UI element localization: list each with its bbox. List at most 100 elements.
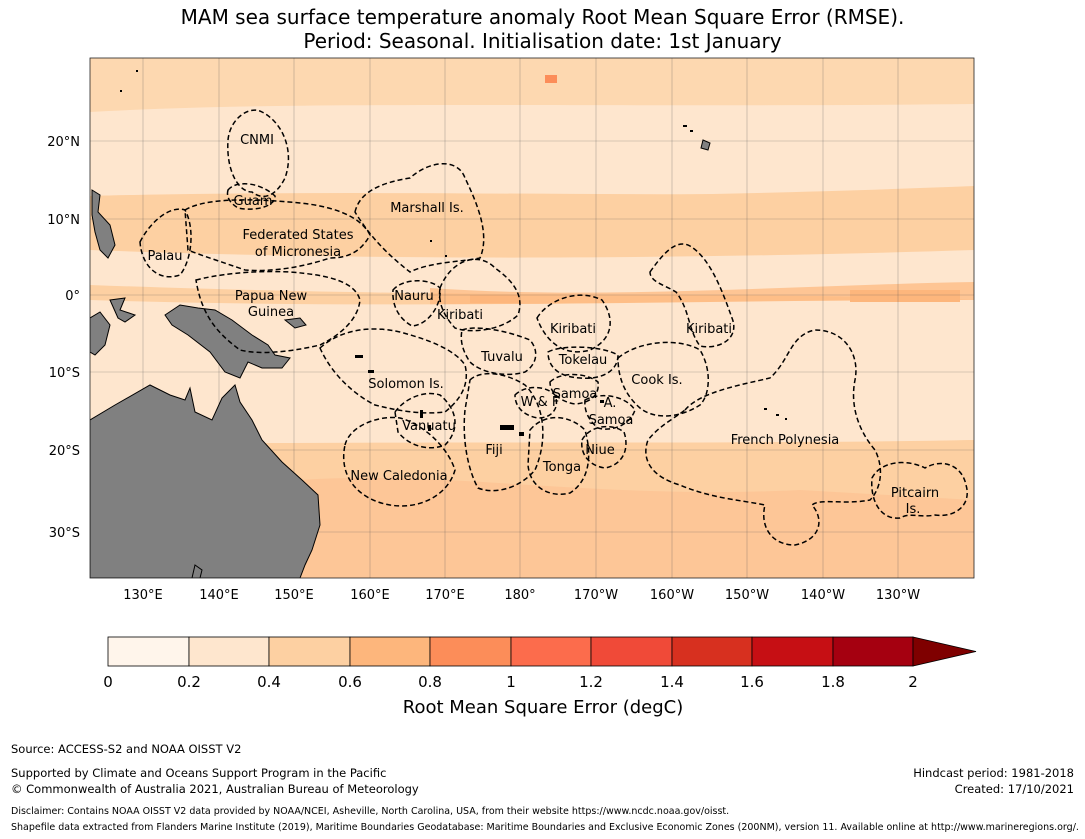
- region-label-american-samoa-line1: A.: [604, 396, 617, 411]
- eez-tuvalu: [460, 327, 537, 376]
- colorbar-segment: [268, 636, 351, 667]
- eez-solomon: [319, 328, 467, 414]
- colorbar-tick-labels: 0 0.2 0.4 0.6 0.8 1 1.2 1.4 1.6 1.8 2: [103, 673, 918, 691]
- lon-tick-label: 140°W: [801, 588, 845, 603]
- rmse-band: [90, 58, 974, 113]
- disclaimer-text: Disclaimer: Contains NOAA OISST V2 data …: [11, 806, 730, 817]
- rmse-hotspot: [470, 295, 520, 303]
- colorbar-tick-label: 1.2: [579, 673, 603, 691]
- colorbar-segment: [510, 636, 592, 667]
- eez-guam: [226, 183, 276, 210]
- region-label-png-line1: Papua New: [235, 289, 308, 304]
- region-label-nauru: Nauru: [394, 289, 434, 304]
- lat-tick-label: 10°S: [49, 366, 80, 381]
- chart-title-line-2: Period: Seasonal. Initialisation date: 1…: [303, 29, 782, 53]
- region-label-niue: Niue: [585, 443, 615, 458]
- lat-tick-label: 0°: [65, 289, 80, 304]
- region-label-marshall: Marshall Is.: [390, 201, 464, 216]
- colorbar-segment: [107, 636, 190, 667]
- lon-tick-label: 140°E: [199, 588, 239, 603]
- colorbar-segment: [429, 636, 512, 667]
- lon-tick-label: 150°E: [274, 588, 314, 603]
- eez-new-caledonia: [342, 416, 456, 507]
- colorbar-label: Root Mean Square Error (degC): [403, 697, 684, 718]
- eez-palau: [139, 208, 192, 278]
- hawaii-land: [700, 139, 711, 151]
- support-text: Supported by Climate and Oceans Support …: [11, 766, 387, 780]
- region-label-fsm-line1: Federated States: [243, 228, 354, 243]
- eez-tokelau: [547, 346, 619, 380]
- region-label-pitcairn-line2: Is.: [906, 502, 921, 517]
- lon-tick-label: 180°: [504, 588, 535, 603]
- chart-title-line-1: MAM sea surface temperature anomaly Root…: [180, 5, 905, 29]
- borneo-land: [90, 311, 111, 356]
- lon-tick-label: 130°E: [123, 588, 163, 603]
- rmse-band: [90, 300, 974, 445]
- colorbar-extend-arrow: [912, 636, 977, 667]
- rmse-hotspot: [545, 75, 557, 83]
- region-label-new-caledonia: New Caledonia: [350, 469, 447, 484]
- philippines-land: [91, 189, 116, 259]
- latitude-tick-labels: 20°N 10°N 0° 10°S 20°S 30°S: [47, 135, 80, 541]
- map-panel: [90, 58, 974, 578]
- colorbar-tick-label: 0: [103, 673, 113, 691]
- region-label-cook: Cook Is.: [631, 373, 682, 388]
- lon-tick-label: 170°W: [574, 588, 618, 603]
- region-label-guam: Guam: [234, 194, 273, 209]
- new-zealand-tip-land: [191, 564, 203, 578]
- colorbar-tick-label: 0.8: [418, 673, 442, 691]
- eez-boundaries: [139, 109, 968, 546]
- colorbar-tick-label: 0.6: [338, 673, 362, 691]
- land: [90, 139, 711, 578]
- lat-tick-label: 10°N: [47, 213, 80, 228]
- region-label-fiji: Fiji: [485, 443, 502, 458]
- region-label-png-line2: Guinea: [248, 305, 294, 320]
- new-guinea-land: [164, 304, 291, 379]
- lat-tick-label: 20°S: [49, 444, 80, 459]
- map-frame: [89, 57, 975, 579]
- rmse-band: [90, 104, 974, 196]
- colorbar-segment: [832, 636, 914, 667]
- australia-land: [90, 384, 321, 578]
- colorbar-tick-label: 1.4: [660, 673, 684, 691]
- region-label-solomon: Solomon Is.: [368, 377, 444, 392]
- colorbar: [107, 636, 977, 667]
- eez-vanuatu: [394, 392, 456, 449]
- colorbar-tick-label: 1.6: [740, 673, 764, 691]
- colorbar-tick-label: 0.2: [177, 673, 201, 691]
- eez-kiribati-line: [649, 243, 735, 348]
- region-label-kiribati-line: Kiribati: [686, 322, 732, 337]
- eez-american-samoa: [584, 394, 636, 430]
- lat-tick-label: 20°N: [47, 135, 80, 150]
- eez-fiji: [463, 373, 544, 492]
- region-label-french-polynesia: French Polynesia: [731, 433, 840, 448]
- rmse-band: [90, 186, 974, 263]
- eez-french-polynesia: [645, 329, 882, 546]
- eez-marshall: [354, 163, 485, 273]
- eez-tonga: [527, 416, 590, 495]
- rmse-hotspot: [850, 290, 960, 302]
- region-label-american-samoa-line2: Samoa: [589, 413, 634, 428]
- eez-cnmi: [227, 109, 290, 198]
- eez-cook: [617, 341, 709, 417]
- colorbar-segment: [590, 636, 673, 667]
- eez-png: [195, 270, 361, 354]
- region-label-pitcairn-line1: Pitcairn: [891, 486, 939, 501]
- rmse-band: [300, 477, 974, 578]
- colorbar-tick-label: 1.8: [821, 673, 845, 691]
- region-label-tonga: Tonga: [542, 460, 581, 475]
- region-label-wallis-futuna: W & F: [521, 395, 560, 410]
- lon-tick-label: 130°W: [876, 588, 920, 603]
- source-text: Source: ACCESS-S2 and NOAA OISST V2: [11, 742, 242, 756]
- colorbar-tick-label: 2: [908, 673, 918, 691]
- colorbar-tick-label: 1: [506, 673, 516, 691]
- region-label-kiribati-gilbert: Kiribati: [437, 308, 483, 323]
- lon-tick-label: 160°E: [350, 588, 390, 603]
- region-label-palau: Palau: [147, 249, 182, 264]
- region-label-cnmi: CNMI: [240, 133, 274, 148]
- colorbar-segment: [188, 636, 270, 667]
- eez-kiribati-phoenix: [536, 294, 611, 353]
- eez-pitcairn: [871, 461, 968, 519]
- region-label-samoa: Samoa: [553, 387, 598, 402]
